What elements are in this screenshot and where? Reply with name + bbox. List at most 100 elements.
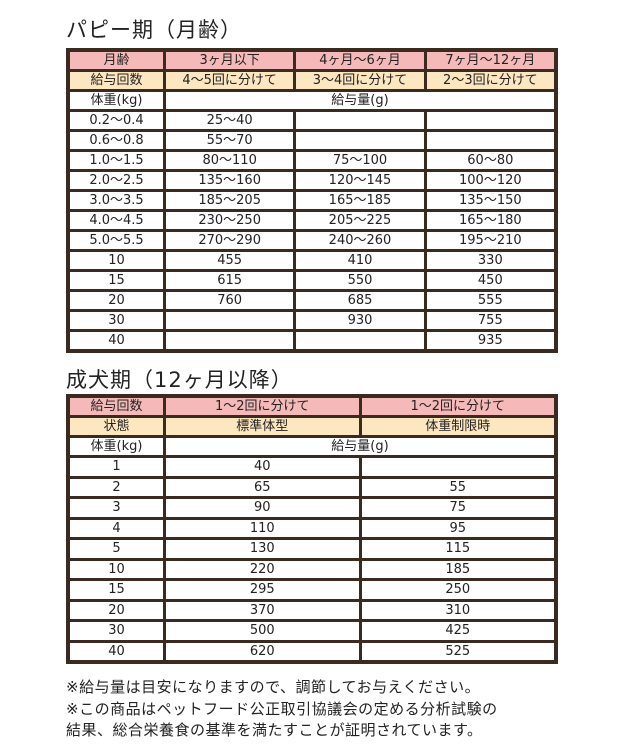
amount-cell: 620	[166, 642, 359, 660]
times-label: 給与回数	[70, 398, 163, 415]
weight-cell: 20	[70, 601, 163, 619]
amount-label: 給与量(g)	[166, 92, 554, 109]
amount-cell: 65	[166, 478, 359, 496]
table-row: 1 40	[70, 458, 554, 476]
puppy-title: パピー期（月齢）	[66, 18, 242, 42]
weight-cell: 10	[70, 560, 163, 578]
amount-cell: 40	[166, 458, 359, 476]
amount-cell: 410	[296, 252, 424, 269]
weight-cell: 40	[70, 642, 163, 660]
weight-cell: 5.0〜5.5	[70, 232, 163, 249]
amount-cell: 55〜70	[166, 132, 294, 149]
amount-cell: 55	[361, 478, 554, 496]
weight-cell: 1	[70, 458, 163, 476]
amount-cell: 75〜100	[296, 152, 424, 169]
amount-label: 給与量(g)	[166, 438, 554, 455]
times-row: 給与回数 1〜2回に分けて 1〜2回に分けて	[70, 398, 554, 415]
times-cell: 1〜2回に分けて	[361, 398, 554, 415]
weight-cell: 3.0〜3.5	[70, 192, 163, 209]
amount-cell: 130	[166, 540, 359, 558]
note-1: ※給与量は目安になりますので、調節してお与えください。	[66, 678, 481, 696]
table-row: 0.6〜0.8 55〜70	[70, 132, 554, 149]
amount-cell: 185〜205	[166, 192, 294, 209]
age-label: 月齢	[70, 52, 163, 69]
weight-cell: 10	[70, 252, 163, 269]
amount-cell: 455	[166, 252, 294, 269]
table-row: 15 295 250	[70, 581, 554, 599]
weight-cell: 1.0〜1.5	[70, 152, 163, 169]
amount-cell	[166, 332, 294, 349]
table-row: 2 65 55	[70, 478, 554, 496]
weight-cell: 30	[70, 622, 163, 640]
table-row: 20 370 310	[70, 601, 554, 619]
table-row: 3 90 75	[70, 499, 554, 517]
amount-cell: 755	[426, 312, 554, 329]
unit-row: 体重(kg) 給与量(g)	[70, 92, 554, 109]
amount-cell: 230〜250	[166, 212, 294, 229]
amount-cell: 195〜210	[426, 232, 554, 249]
amount-cell: 500	[166, 622, 359, 640]
note-3: 結果、総合栄養食の基準を満たすことが証明されています。	[66, 721, 483, 739]
table-row: 4 110 95	[70, 519, 554, 537]
table-row: 2.0〜2.5 135〜160 120〜145 100〜120	[70, 172, 554, 189]
amount-cell: 185	[361, 560, 554, 578]
state-cell: 体重制限時	[361, 418, 554, 435]
amount-cell: 425	[361, 622, 554, 640]
amount-cell: 90	[166, 499, 359, 517]
table-row: 30 930 755	[70, 312, 554, 329]
age-cell: 4ヶ月〜6ヶ月	[296, 52, 424, 69]
times-cell: 1〜2回に分けて	[166, 398, 359, 415]
weight-cell: 5	[70, 540, 163, 558]
weight-cell: 4.0〜4.5	[70, 212, 163, 229]
table-row: 40 935	[70, 332, 554, 349]
weight-cell: 0.6〜0.8	[70, 132, 163, 149]
puppy-feeding-table: 月齢 3ヶ月以下 4ヶ月〜6ヶ月 7ヶ月〜12ヶ月 給与回数 4〜5回に分けて …	[66, 48, 558, 353]
amount-cell: 450	[426, 272, 554, 289]
amount-cell: 760	[166, 292, 294, 309]
unit-row: 体重(kg) 給与量(g)	[70, 438, 554, 455]
adult-feeding-table: 給与回数 1〜2回に分けて 1〜2回に分けて 状態 標準体型 体重制限時 体重(…	[66, 394, 558, 664]
times-label: 給与回数	[70, 72, 163, 89]
age-cell: 3ヶ月以下	[166, 52, 294, 69]
table-row: 0.2〜0.4 25〜40	[70, 112, 554, 129]
weight-cell: 2.0〜2.5	[70, 172, 163, 189]
adult-title: 成犬期（12ヶ月以降）	[66, 368, 293, 392]
weight-cell: 30	[70, 312, 163, 329]
amount-cell	[361, 458, 554, 476]
table-row: 4.0〜4.5 230〜250 205〜225 165〜180	[70, 212, 554, 229]
amount-cell: 25〜40	[166, 112, 294, 129]
amount-cell: 935	[426, 332, 554, 349]
amount-cell: 930	[296, 312, 424, 329]
amount-cell	[426, 132, 554, 149]
table-row: 1.0〜1.5 80〜110 75〜100 60〜80	[70, 152, 554, 169]
weight-cell: 4	[70, 519, 163, 537]
weight-cell: 40	[70, 332, 163, 349]
amount-cell: 295	[166, 581, 359, 599]
amount-cell: 135〜160	[166, 172, 294, 189]
amount-cell	[296, 112, 424, 129]
amount-cell: 165〜185	[296, 192, 424, 209]
table-row: 30 500 425	[70, 622, 554, 640]
amount-cell: 370	[166, 601, 359, 619]
amount-cell: 110	[166, 519, 359, 537]
table-row: 10 455 410 330	[70, 252, 554, 269]
state-cell: 標準体型	[166, 418, 359, 435]
age-cell: 7ヶ月〜12ヶ月	[426, 52, 554, 69]
amount-cell: 310	[361, 601, 554, 619]
table-row: 40 620 525	[70, 642, 554, 660]
amount-cell: 75	[361, 499, 554, 517]
amount-cell	[296, 132, 424, 149]
amount-cell	[166, 312, 294, 329]
amount-cell: 220	[166, 560, 359, 578]
weight-cell: 0.2〜0.4	[70, 112, 163, 129]
amount-cell: 205〜225	[296, 212, 424, 229]
amount-cell: 615	[166, 272, 294, 289]
weight-label: 体重(kg)	[70, 438, 163, 455]
amount-cell: 270〜290	[166, 232, 294, 249]
amount-cell: 115	[361, 540, 554, 558]
amount-cell: 135〜150	[426, 192, 554, 209]
times-cell: 4〜5回に分けて	[166, 72, 294, 89]
amount-cell: 95	[361, 519, 554, 537]
times-cell: 2〜3回に分けて	[426, 72, 554, 89]
amount-cell: 60〜80	[426, 152, 554, 169]
